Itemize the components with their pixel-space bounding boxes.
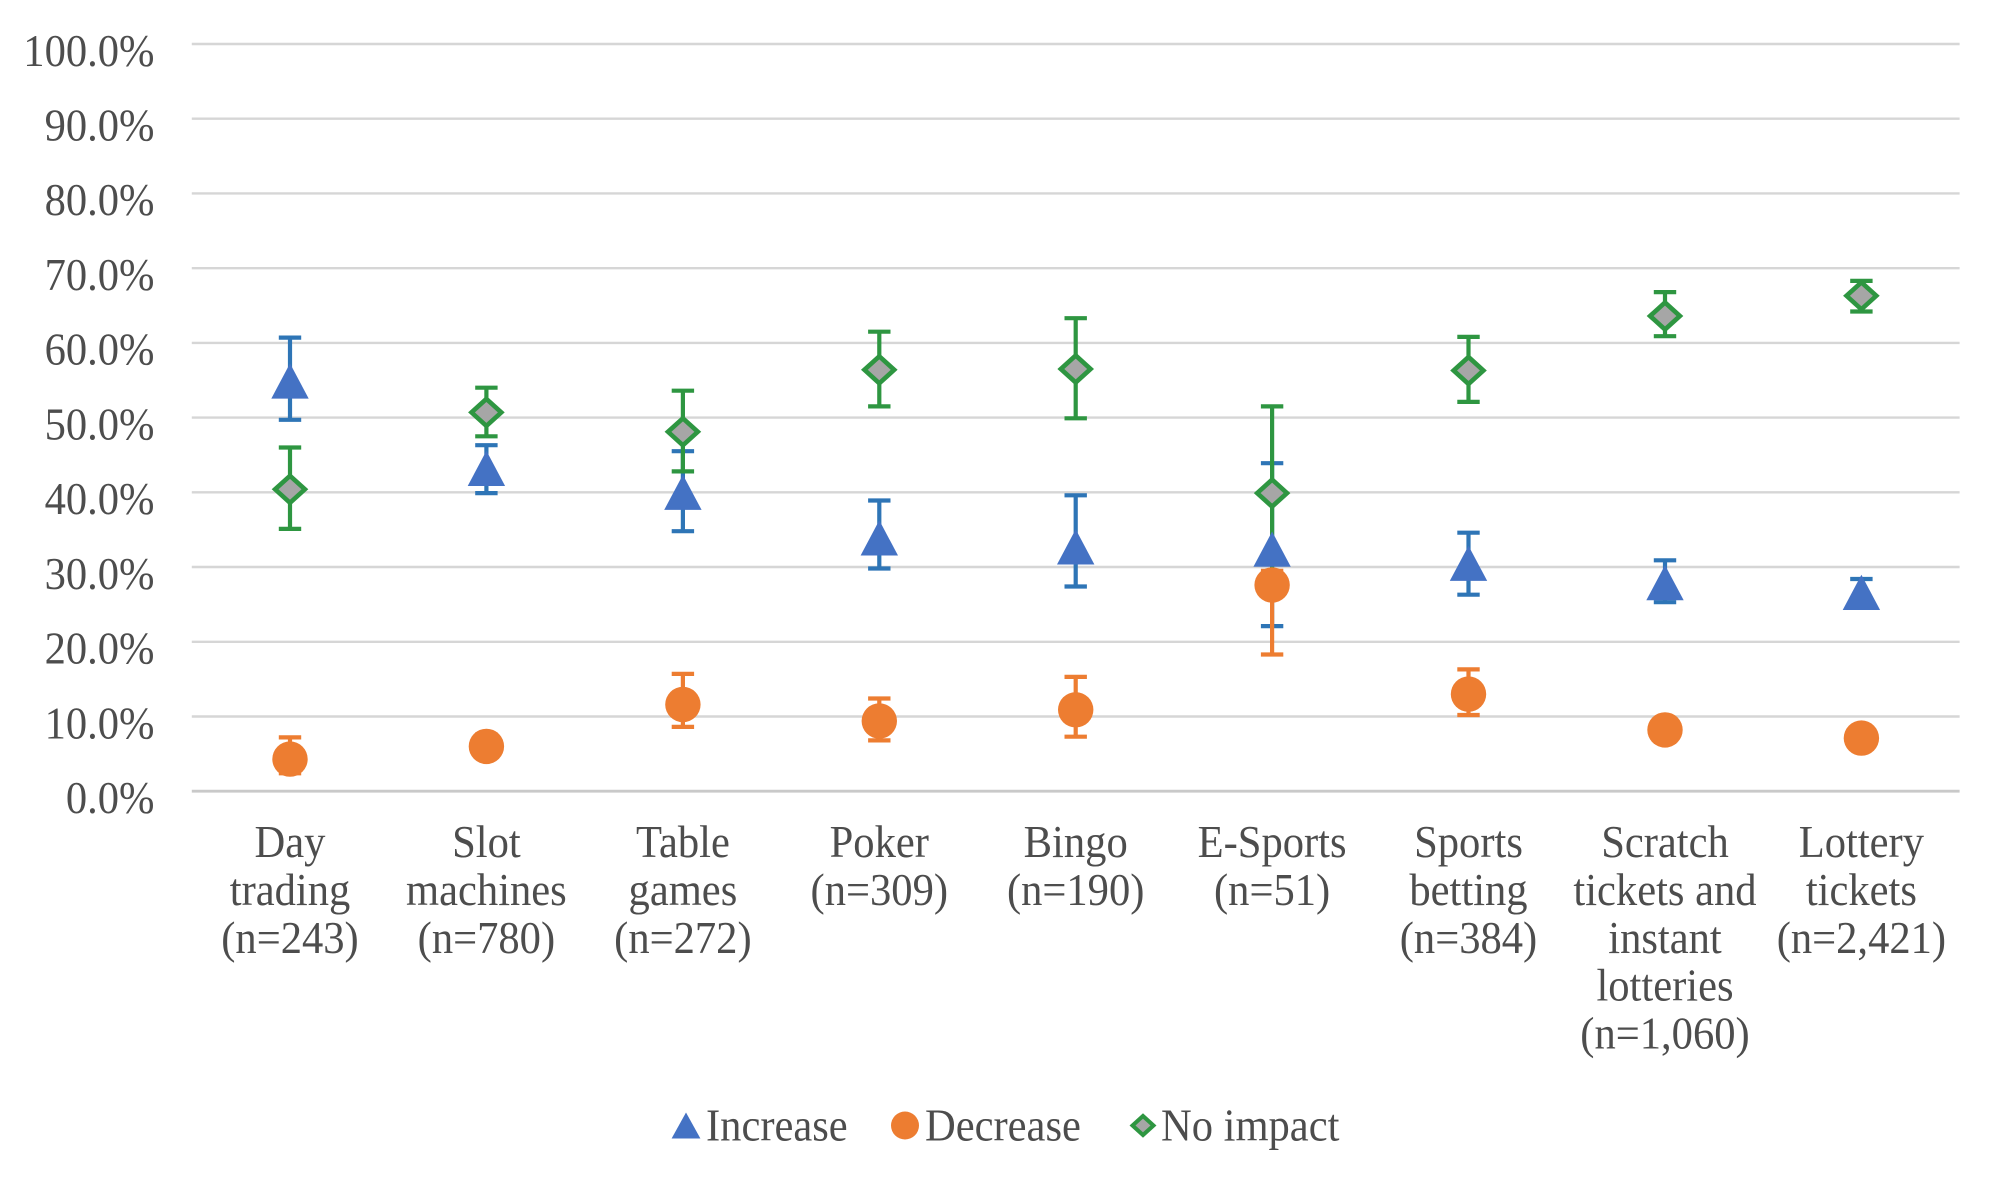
svg-text:machines: machines — [406, 864, 567, 915]
svg-text:90.0%: 90.0% — [45, 100, 155, 151]
svg-text:80.0%: 80.0% — [45, 174, 155, 225]
svg-text:betting: betting — [1409, 864, 1527, 915]
svg-text:Table: Table — [636, 816, 730, 867]
svg-text:games: games — [629, 864, 738, 915]
svg-text:Scratch: Scratch — [1601, 816, 1729, 867]
svg-text:(n=2,421): (n=2,421) — [1777, 912, 1946, 963]
svg-text:50.0%: 50.0% — [45, 398, 155, 449]
svg-text:Day: Day — [255, 816, 326, 867]
svg-text:30.0%: 30.0% — [45, 548, 155, 599]
svg-text:Bingo: Bingo — [1024, 816, 1128, 867]
svg-text:70.0%: 70.0% — [45, 249, 155, 300]
svg-text:tickets: tickets — [1806, 864, 1917, 915]
svg-text:Sports: Sports — [1414, 816, 1523, 867]
svg-text:trading: trading — [230, 864, 351, 915]
svg-text:(n=1,060): (n=1,060) — [1580, 1007, 1749, 1058]
svg-text:(n=309): (n=309) — [811, 864, 949, 915]
svg-text:(n=190): (n=190) — [1007, 864, 1145, 915]
svg-text:100.0%: 100.0% — [23, 25, 154, 76]
svg-text:(n=272): (n=272) — [614, 912, 752, 963]
svg-text:Decrease: Decrease — [925, 1099, 1081, 1150]
svg-text:20.0%: 20.0% — [45, 623, 155, 674]
svg-text:0.0%: 0.0% — [66, 772, 155, 823]
svg-text:Poker: Poker — [830, 816, 929, 867]
svg-text:(n=243): (n=243) — [221, 912, 359, 963]
svg-text:Slot: Slot — [452, 816, 521, 867]
svg-text:(n=780): (n=780) — [418, 912, 556, 963]
svg-text:Lottery: Lottery — [1799, 816, 1924, 867]
svg-text:Increase: Increase — [706, 1099, 848, 1150]
svg-text:No impact: No impact — [1161, 1099, 1340, 1150]
svg-text:(n=51): (n=51) — [1214, 864, 1330, 915]
svg-text:tickets and: tickets and — [1573, 864, 1756, 915]
svg-text:E-Sports: E-Sports — [1198, 816, 1347, 867]
svg-text:instant: instant — [1608, 912, 1722, 963]
svg-text:(n=384): (n=384) — [1400, 912, 1538, 963]
svg-text:10.0%: 10.0% — [45, 697, 155, 748]
svg-text:60.0%: 60.0% — [45, 324, 155, 375]
svg-text:40.0%: 40.0% — [45, 473, 155, 524]
svg-text:lotteries: lotteries — [1596, 960, 1733, 1011]
